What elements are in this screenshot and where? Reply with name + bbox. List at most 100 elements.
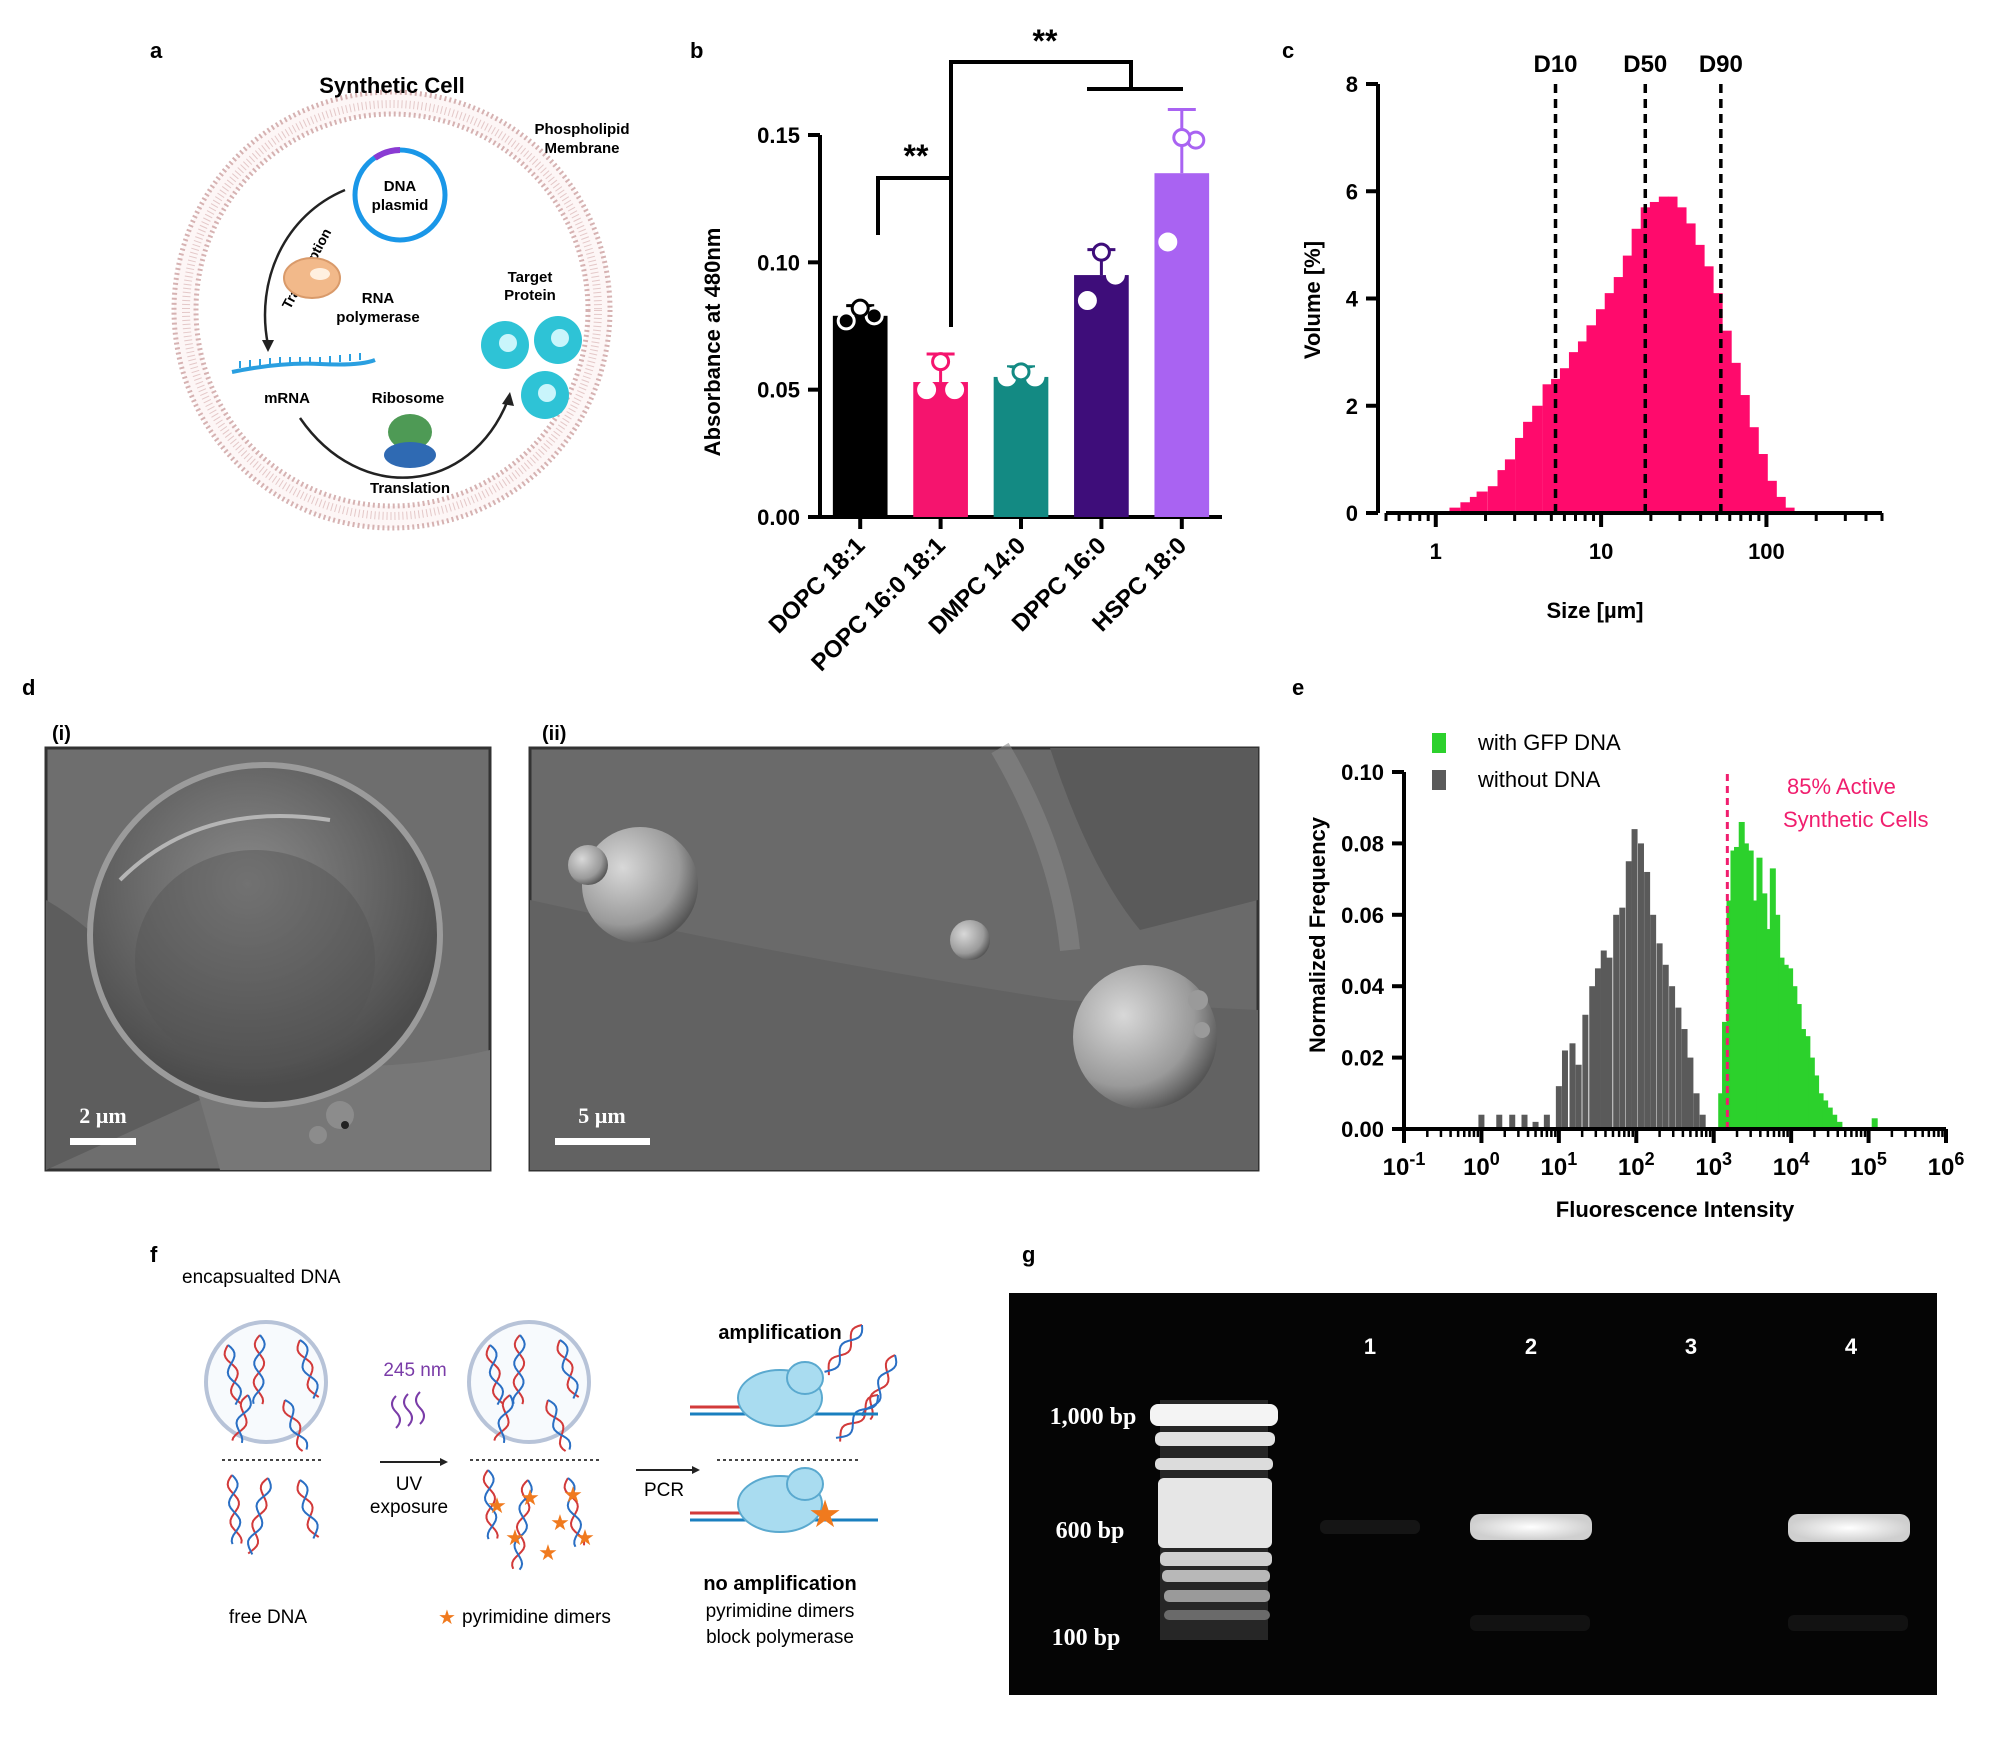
b-data-point	[864, 306, 884, 326]
vesicle-small-icon	[950, 920, 990, 960]
c-hist-bar	[1542, 384, 1552, 513]
c-axes: 0 2 4 6 8 1 10 100	[1346, 72, 1884, 564]
e-hist-bar	[1589, 986, 1596, 1129]
gel-lane-4: 4	[1845, 1334, 1858, 1359]
c-hist-bar	[1622, 255, 1633, 513]
dna-helix-strand	[547, 1399, 572, 1450]
e-hist-bar	[1699, 1114, 1706, 1129]
f-dna-strands: ★ ★ ★★★★★	[223, 1324, 898, 1571]
c-x-tick-label: 100	[1748, 539, 1785, 564]
e-x-tick-label: 100	[1463, 1149, 1500, 1181]
sem-image-ii: 5 µm	[528, 742, 1260, 1172]
e-x-tick-label: 10-1	[1383, 1149, 1426, 1181]
e-y-tick-label: 0.04	[1341, 974, 1385, 999]
c-hist-bar	[1497, 470, 1507, 513]
e-hist-bar	[1813, 1075, 1820, 1129]
gel-faint-band-lane-4-low	[1788, 1615, 1908, 1631]
c-y-tick-label: 6	[1346, 179, 1358, 204]
e-hist-bar	[1756, 857, 1763, 1129]
panel-label-c: c	[1282, 38, 1294, 63]
c-ylabel: Volume [%]	[1300, 241, 1325, 359]
ribosome-icon	[388, 414, 432, 450]
dna-helix-strand	[563, 1477, 586, 1546]
b-bar	[1074, 275, 1129, 517]
dna-helix-strand	[252, 1334, 266, 1405]
c-y-tick-label: 2	[1346, 394, 1358, 419]
e-annotation-2: Synthetic Cells	[1783, 807, 1929, 832]
e-ylabel: Normalized Frequency	[1305, 816, 1330, 1053]
gel-band-lane-2	[1470, 1514, 1592, 1540]
transcription-arrowhead	[262, 340, 274, 352]
gel-lane-3: 3	[1685, 1334, 1697, 1359]
gel-marker-1000: 1,000 bp	[1050, 1404, 1137, 1430]
b-sig-label-1: **	[904, 138, 929, 174]
panel-b: b Absorbance at 480nm 0.000.050.100.15DO…	[690, 23, 1222, 677]
c-hist-bar	[1595, 309, 1606, 513]
e-marks	[1478, 772, 1878, 1129]
c-hist-bar	[1504, 459, 1516, 513]
c-hist-bar	[1523, 421, 1534, 513]
mrna-bases	[239, 353, 361, 368]
f-no-amp-desc-1: pyrimidine dimers	[706, 1601, 855, 1622]
panel-label-e: e	[1292, 675, 1304, 700]
rna-polymerase-icon	[283, 257, 341, 299]
dna-helix-strand	[493, 1394, 511, 1441]
panel-label-a: a	[150, 38, 163, 63]
e-hist-bar	[1637, 843, 1644, 1129]
translation-arrowhead	[502, 392, 514, 406]
translation-label: Translation	[370, 480, 450, 497]
b-data-point	[1011, 362, 1031, 382]
pyrimidine-dimer-star-icon: ★	[487, 1493, 507, 1518]
e-hist-bar	[1594, 968, 1601, 1129]
c-hist-bar	[1469, 496, 1479, 513]
e-hist-bar	[1804, 1036, 1811, 1129]
cell-title: Synthetic Cell	[319, 73, 464, 98]
gel-image	[1009, 1293, 1937, 1695]
dna-helix-strand	[226, 1344, 243, 1406]
c-percentile-label: D90	[1699, 51, 1743, 78]
panel-d: d (i) (ii) 2 µm	[22, 675, 1260, 1172]
e-axes: 0.00 0.02 0.04 0.06 0.08 0.10 10-1 100 101 102 103…	[1341, 760, 1964, 1181]
e-xlabel: Fluorescence Intensity	[1556, 1197, 1795, 1222]
scale-bar-ii	[555, 1138, 650, 1145]
e-hist-bar	[1795, 1004, 1802, 1129]
scale-bar-i	[70, 1138, 136, 1145]
e-hist-bar	[1787, 968, 1794, 1129]
e-hist-bar	[1644, 871, 1651, 1129]
b-data-point	[1077, 291, 1097, 311]
e-hist-bar	[1826, 1107, 1833, 1129]
e-y-tick-label: 0.06	[1341, 903, 1384, 928]
c-hist-bar	[1613, 277, 1624, 513]
e-hist-bar	[1662, 964, 1669, 1129]
dna-label-1: DNA	[384, 178, 417, 195]
e-hist-bar	[1625, 861, 1632, 1129]
membrane-label-1: Phospholipid	[535, 121, 630, 138]
legend-label-gfp: with GFP DNA	[1477, 730, 1621, 755]
d-sub-ii: (ii)	[542, 723, 566, 745]
e-hist-bar	[1738, 821, 1745, 1129]
e-hist-bar	[1761, 893, 1768, 1129]
panel-label-g: g	[1022, 1242, 1035, 1267]
dna-helix-strand	[296, 1479, 320, 1538]
b-data-point	[1158, 232, 1178, 252]
b-sig-bracket-2	[949, 60, 1133, 178]
e-hist-bar	[1619, 907, 1626, 1129]
e-hist-bar	[1687, 1057, 1694, 1129]
b-bar	[993, 376, 1049, 517]
c-percentile-label: D10	[1534, 51, 1578, 78]
b-y-tick-label: 0.00	[757, 505, 800, 530]
dna-helix-strand	[839, 1394, 879, 1442]
e-hist-bar	[1575, 1064, 1582, 1129]
c-hist-bar	[1559, 368, 1570, 513]
f-dimer-legend-star-icon: ★	[438, 1607, 456, 1629]
e-hist-bar	[1799, 1029, 1806, 1129]
b-data-point	[836, 311, 856, 331]
e-hist-bar	[1808, 1057, 1815, 1129]
b-bar	[913, 382, 968, 517]
pyrimidine-dimer-star-icon: ★	[563, 1482, 583, 1507]
pyrimidine-dimer-star-icon: ★	[575, 1525, 595, 1550]
transcription-arrow	[263, 188, 346, 346]
f-encapsulated-label: encapsualted DNA	[182, 1267, 341, 1288]
translation-arrow	[298, 399, 510, 479]
